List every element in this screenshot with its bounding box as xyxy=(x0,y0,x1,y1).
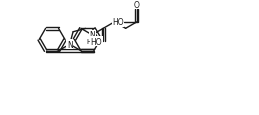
Text: H: H xyxy=(87,39,92,45)
Text: N: N xyxy=(89,31,95,40)
Text: N: N xyxy=(67,40,73,49)
Text: HO: HO xyxy=(112,18,124,27)
Text: O: O xyxy=(134,1,140,10)
Text: HO: HO xyxy=(91,37,102,46)
